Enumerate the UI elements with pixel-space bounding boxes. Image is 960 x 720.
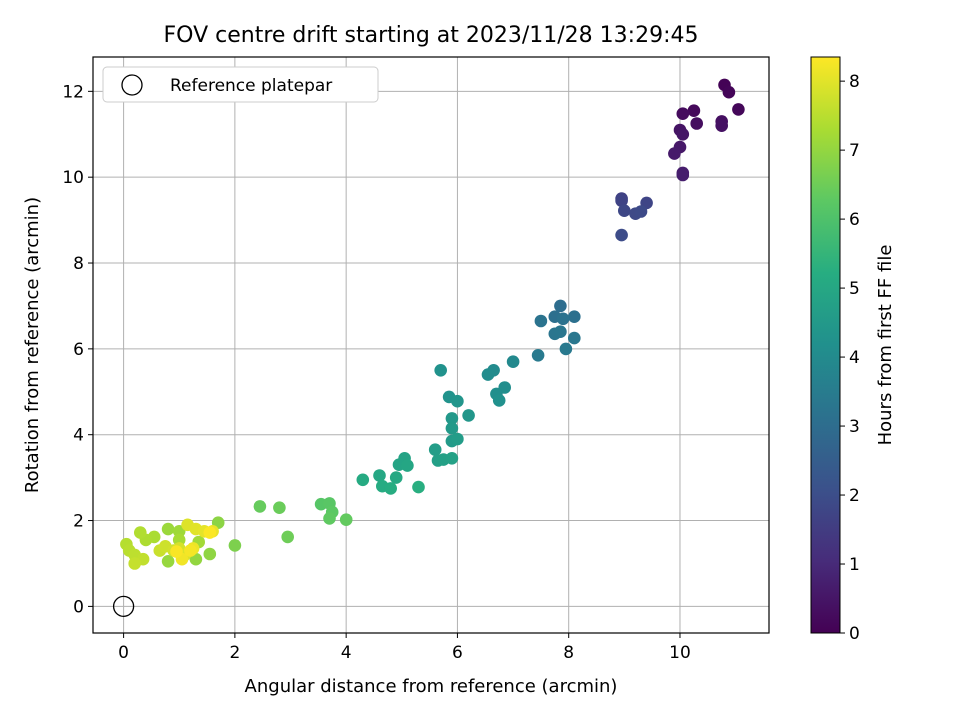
scatter-point [506,355,520,369]
reference-marker-layer [112,595,135,618]
y-tick-label: 0 [73,597,84,617]
scatter-point [339,513,353,526]
y-axis-label: Rotation from reference (arcmin) [22,197,43,493]
scatter-point [722,85,736,99]
scatter-point [203,526,217,539]
scatter-point [481,368,495,381]
scatter-point [203,547,217,561]
scatter-point [323,512,336,525]
colorbar-tick-label: 4 [849,348,860,368]
scatter-point [568,310,581,324]
scatter-point [445,452,459,465]
scatter-point [559,342,573,356]
colorbar-tick-label: 3 [849,417,860,437]
scatter-point [228,539,242,552]
colorbar-tick-label: 6 [849,210,860,230]
scatter-point [676,107,690,120]
legend-box [102,66,379,103]
scatter-point [668,147,681,160]
reference-platepar-marker [112,595,135,618]
y-tick-label: 2 [73,512,84,532]
scatter-point [615,228,628,242]
chart-title: FOV centre drift starting at 2023/11/28 … [164,23,699,48]
scatter-point [634,205,648,218]
scatter-point [687,104,701,117]
colorbar-ticks: 0 1 2 3 4 5 6 7 8 [840,72,860,644]
scatter-point [676,168,690,182]
scatter-point [445,422,459,435]
y-tick-label: 8 [73,254,84,274]
colorbar-tick-label: 8 [849,72,860,92]
colorbar-tick-label: 0 [849,624,860,644]
scatter-point [412,480,425,494]
scatter-point [615,194,628,208]
y-tick-label: 10 [62,168,84,188]
scatter-point [554,325,567,339]
scatter-point [253,500,267,513]
legend-label: Reference platepar [170,76,332,96]
scatter-point [273,501,286,514]
legend-reference-marker [121,74,143,96]
scatter-point [161,522,175,536]
scatter-point [184,544,197,557]
colorbar-label: Hours from first FF file [875,245,896,446]
scatter-point [732,103,745,116]
x-tick-label: 2 [229,643,240,663]
scatter-points [120,78,745,570]
scatter-point [534,314,548,328]
scatter-point [618,204,631,217]
scatter-point [428,443,442,457]
scatter-point [531,349,545,362]
colorbar-tick-label: 2 [849,486,860,506]
scatter-point [690,117,703,130]
scatter-point [389,471,403,484]
y-axis-ticks: 0 2 4 6 8 10 12 [62,82,93,617]
x-tick-label: 6 [452,643,463,663]
y-tick-label: 6 [73,340,84,360]
scatter-point [134,526,147,539]
colorbar [810,56,841,634]
x-tick-label: 4 [341,643,352,663]
colorbar-tick-label: 7 [849,141,860,161]
x-tick-label: 8 [563,643,574,663]
scatter-point [128,557,141,570]
scatter-point [568,331,581,345]
scatter-point [556,312,570,326]
colorbar-tick-label: 5 [849,279,860,299]
x-tick-label: 10 [669,643,691,663]
scatter-point [445,412,459,425]
scatter-point [676,128,690,141]
scatter-point [434,364,448,377]
scatter-point [384,482,398,495]
scatter-point [492,394,506,407]
colorbar-tick-label: 1 [849,555,860,575]
y-tick-label: 4 [73,426,84,446]
scatter-point [451,394,464,408]
plot-frame [92,56,770,634]
scatter-point [356,473,370,487]
scatter-point [373,469,386,482]
scatter-point [170,545,183,558]
x-axis-ticks: 0 2 4 6 8 10 [118,633,691,663]
legend: Reference platepar [102,66,379,103]
y-tick-label: 12 [62,82,84,102]
scatter-point [281,530,295,544]
x-tick-label: 0 [118,643,129,663]
scatter-point [161,555,175,568]
x-axis-label: Angular distance from reference (arcmin) [245,676,618,697]
scatter-point [715,119,728,132]
scatter-point [451,432,464,446]
scatter-point [462,409,475,422]
scatter-point [554,299,567,313]
scatter-point [401,459,414,472]
